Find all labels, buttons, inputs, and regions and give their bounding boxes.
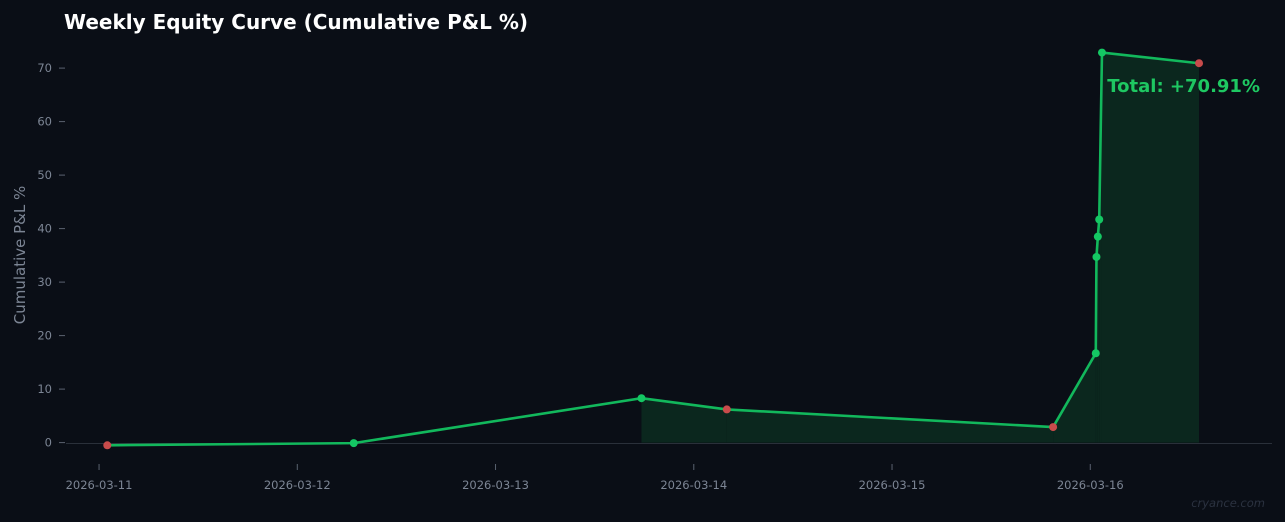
- y-tick-label: 60: [37, 115, 52, 129]
- y-axis-label: Cumulative P&L %: [11, 186, 29, 325]
- chart-title: Weekly Equity Curve (Cumulative P&L %): [64, 10, 528, 34]
- win-point: [637, 394, 646, 403]
- x-tick-label: 2026-03-15: [859, 478, 926, 492]
- y-tick-label: 30: [37, 275, 52, 289]
- area-fill-segment: [1101, 52, 1200, 443]
- win-point: [1091, 349, 1100, 358]
- loss-point: [1195, 59, 1204, 68]
- y-tick-label: 70: [37, 61, 52, 75]
- y-tick-label: 50: [37, 168, 52, 182]
- x-tick-label: 2026-03-14: [660, 478, 727, 492]
- area-fill-segment: [726, 409, 1054, 443]
- x-tick-label: 2026-03-11: [66, 478, 133, 492]
- win-point: [1092, 252, 1101, 261]
- y-tick-label: 20: [37, 329, 52, 343]
- area-fill-segment: [1097, 219, 1100, 443]
- x-tick-label: 2026-03-12: [264, 478, 331, 492]
- axes: 2026-03-11 2026-03-12 2026-03-13 2026-03-14…: [37, 61, 1123, 492]
- win-point: [349, 439, 358, 448]
- loss-point: [103, 441, 112, 450]
- win-point: [1095, 215, 1104, 224]
- win-point: [1097, 48, 1106, 57]
- area-fill-segment: [641, 398, 727, 443]
- y-tick-label: 10: [37, 382, 52, 396]
- area-fill-segment: [1053, 353, 1096, 443]
- total-annotation: Total: +70.91%: [1107, 76, 1260, 97]
- loss-point: [722, 405, 731, 414]
- y-tick-label: 40: [37, 222, 52, 236]
- win-point: [1093, 232, 1102, 241]
- x-tick-label: 2026-03-13: [462, 478, 529, 492]
- y-tick-label: 0: [45, 436, 52, 450]
- watermark: cryance.com: [1191, 496, 1265, 510]
- x-tick-label: 2026-03-16: [1057, 478, 1124, 492]
- data-points: [103, 48, 1204, 450]
- loss-point: [1049, 423, 1058, 432]
